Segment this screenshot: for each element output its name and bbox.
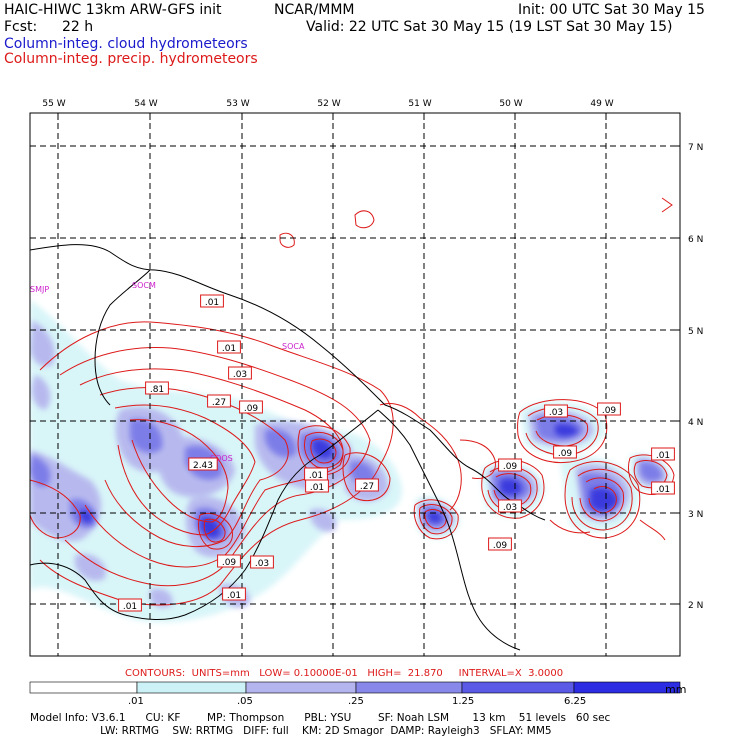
contour-labels: .01 .01 .03 .81 .27 .09 2.43 .09 .03 .01 .01 .01 .27…	[118, 294, 675, 612]
contour-label: .09	[503, 462, 518, 472]
colorbar-units: mm	[665, 683, 687, 696]
contour-label-box	[250, 555, 274, 569]
contour-label-box	[200, 294, 224, 308]
contour-label: .09	[558, 449, 573, 459]
lon-label: 49 W	[590, 99, 613, 109]
contour-label: .27	[360, 482, 374, 492]
lat-label: 7 N	[688, 143, 703, 153]
forecast-label: Fcst:	[4, 19, 38, 35]
contour-label: 2.43	[193, 461, 213, 471]
map-ticks	[57, 113, 680, 605]
map-title: HAIC-HIWC 13km ARW-GFS init	[4, 2, 222, 18]
contour-label: .27	[212, 398, 226, 408]
contour-label-box	[207, 394, 231, 408]
contour-label: .03	[233, 370, 247, 380]
init-time: Init: 00 UTC Sat 30 May 15	[518, 2, 705, 18]
lat-lon-grid	[30, 113, 680, 656]
lon-label: 53 W	[226, 99, 249, 109]
contour-label: .09	[602, 406, 617, 416]
contour-label-box	[498, 499, 522, 513]
lat-label: 3 N	[688, 510, 703, 520]
contour-label-box	[355, 478, 379, 492]
contour-label: .01	[123, 602, 137, 612]
colorbar-segment	[355, 681, 463, 694]
lon-label: 50 W	[499, 99, 522, 109]
contour-label-box	[188, 457, 218, 471]
contour-label: .03	[503, 503, 517, 513]
contour-label: .03	[255, 559, 269, 569]
lat-label: 5 N	[688, 327, 703, 337]
contour-label-box	[498, 458, 522, 472]
lon-label: 54 W	[134, 99, 157, 109]
lat-label: 4 N	[688, 418, 703, 428]
contour-label-box	[488, 537, 512, 551]
contour-label-box	[597, 402, 621, 416]
model-info-line2: LW: RRTMG SW: RRTMG DIFF: full KM: 2D Sm…	[30, 725, 552, 737]
lon-label: 55 W	[42, 99, 65, 109]
colorbar-segment	[461, 681, 575, 694]
contour-label-box	[553, 445, 577, 459]
contour-label-box	[544, 404, 568, 418]
colorbar-label: .01	[128, 696, 144, 707]
contours-info: CONTOURS: UNITS=mm LOW= 0.10000E-01 HIGH…	[125, 668, 564, 679]
lon-label: 52 W	[317, 99, 340, 109]
contour-label-box	[217, 340, 241, 354]
contour-label: .81	[150, 385, 164, 395]
colorbar-label: 6.25	[564, 696, 587, 707]
contour-label: .01	[205, 298, 219, 308]
contour-label-box	[651, 481, 675, 495]
station-label: SOCA	[282, 342, 305, 351]
contour-label: .01	[227, 591, 241, 601]
contour-label-box	[217, 554, 241, 568]
colorbar-label: 1.25	[452, 696, 475, 707]
contour-label: .01	[222, 344, 236, 354]
contour-label: .01	[656, 485, 670, 495]
lon-label: 51 W	[408, 99, 431, 109]
valid-time: Valid: 22 UTC Sat 30 May 15 (19 LST Sat …	[306, 19, 673, 35]
field-cloud-label: Column-integ. cloud hydrometeors	[4, 36, 248, 52]
station-label: SOCM	[132, 281, 156, 290]
station-label: SOOS	[210, 454, 233, 463]
lat-label: 2 N	[688, 601, 703, 611]
contour-label-box	[145, 381, 169, 395]
contour-label: .01	[310, 483, 324, 493]
contour-label-box	[222, 587, 246, 601]
contour-label: .09	[222, 558, 237, 568]
contour-label: .03	[549, 408, 563, 418]
org-label: NCAR/MMM	[274, 2, 355, 18]
colorbar-segment	[573, 681, 681, 694]
colorbar-segment	[245, 681, 357, 694]
contour-label: .01	[309, 471, 323, 481]
field-precip-label: Column-integ. precip. hydrometeors	[4, 51, 258, 67]
contour-label-box	[305, 479, 329, 493]
contour-label-box	[651, 447, 675, 461]
contour-label: .09	[244, 404, 259, 414]
station-label: SMJP	[30, 285, 49, 294]
colorbar-label: .05	[237, 696, 253, 707]
colorbar-segment	[29, 681, 138, 694]
map-frame	[29, 112, 681, 657]
colorbar-segment	[136, 681, 247, 694]
contour-label-box	[228, 366, 252, 380]
colorbar-label: .25	[348, 696, 364, 707]
lat-label: 6 N	[688, 235, 703, 245]
contour-label-box	[118, 598, 142, 612]
forecast-value: 22 h	[62, 19, 94, 35]
contour-label: .09	[493, 541, 508, 551]
contour-label-box	[239, 400, 263, 414]
contour-label: .01	[656, 451, 670, 461]
model-info-line1: Model Info: V3.6.1 CU: KF MP: Thompson P…	[30, 712, 611, 724]
